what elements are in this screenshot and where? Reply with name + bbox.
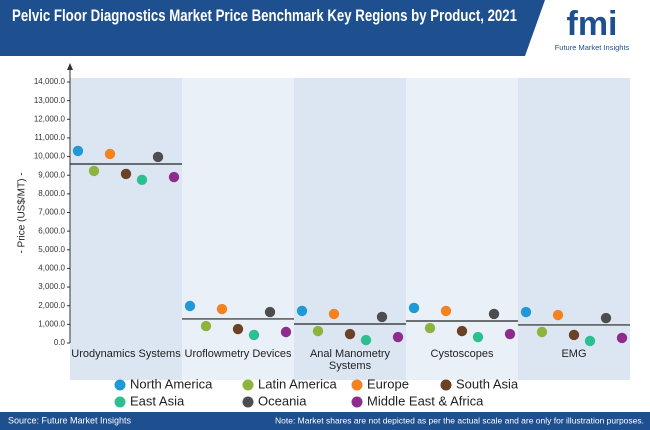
dot	[200, 320, 212, 332]
legend-label: Latin America	[258, 376, 338, 391]
dot	[520, 306, 532, 318]
y-tick-label: 3,000.0	[38, 282, 65, 291]
dot	[136, 174, 148, 186]
legend-swatch	[242, 396, 254, 408]
dot	[104, 148, 116, 160]
logo: fmi	[567, 5, 618, 43]
legend-swatch	[351, 379, 363, 391]
dot	[408, 302, 420, 314]
note: Note: Market shares are not depicted as …	[275, 415, 644, 425]
dot	[88, 165, 100, 177]
legend-swatch	[242, 379, 254, 391]
dot	[600, 312, 612, 324]
dot	[216, 303, 228, 315]
x-tick-label-box: Cystoscopes	[430, 348, 494, 360]
category-band	[70, 78, 182, 380]
dot	[488, 308, 500, 320]
legend-swatch	[114, 379, 126, 391]
legend-label: Europe	[367, 376, 409, 391]
dot	[552, 309, 564, 321]
logo-subtitle: Future Market Insights	[555, 43, 630, 52]
y-tick-label: 12,000.0	[34, 114, 66, 123]
dot	[568, 329, 580, 341]
dot	[440, 305, 452, 317]
y-axis-label: - Price (US$/MT) -	[17, 172, 28, 253]
y-axis-arrow	[67, 63, 73, 70]
legend-label: South Asia	[456, 376, 519, 391]
dot	[152, 151, 164, 163]
dot	[360, 334, 372, 346]
dot	[168, 171, 180, 183]
chart-title: Pelvic Floor Diagnostics Market Price Be…	[12, 7, 517, 25]
title-text: Pelvic Floor Diagnostics Market Price Be…	[12, 7, 517, 25]
dot	[392, 331, 404, 343]
x-tick-label-box: EMG	[561, 348, 587, 360]
logo-panel	[525, 0, 650, 56]
x-tick-label: Cystoscopes	[430, 348, 494, 360]
y-tick-label: 14,000.0	[34, 77, 66, 86]
category-band	[182, 78, 294, 380]
legend-swatch	[440, 379, 452, 391]
dot	[248, 329, 260, 341]
dot	[536, 326, 548, 338]
x-tick-label-box: Urodynamics Systems	[71, 348, 181, 360]
dot	[344, 328, 356, 340]
y-tick-label: 4,000.0	[38, 264, 65, 273]
x-tick-label: EMG	[561, 348, 587, 360]
legend-swatch	[351, 396, 363, 408]
legend-swatch	[114, 396, 126, 408]
dot	[616, 332, 628, 344]
y-tick-label: 5,000.0	[38, 245, 65, 254]
x-tick-label-box: Uroflowmetry Devices	[184, 348, 292, 360]
dot	[184, 300, 196, 312]
dot	[296, 305, 308, 317]
x-tick-label-box: Anal Manometry Systems	[309, 348, 391, 372]
x-tick-label: Urodynamics Systems	[71, 348, 181, 360]
dot	[72, 145, 84, 157]
y-tick-label: 0.0	[54, 338, 66, 347]
legend-label: North America	[130, 376, 213, 391]
dot	[584, 335, 596, 347]
source: Source: Future Market Insights	[8, 415, 132, 425]
y-tick-label: 2,000.0	[38, 301, 65, 310]
y-tick-label: 11,000.0	[34, 133, 65, 142]
dot	[504, 328, 516, 340]
dot	[472, 331, 484, 343]
dot	[120, 168, 132, 180]
x-tick-label: Anal Manometry Systems	[309, 348, 391, 372]
dot	[232, 323, 244, 335]
dot	[424, 322, 436, 334]
dot	[280, 326, 292, 338]
y-tick-label: 1,000.0	[38, 319, 65, 328]
footer-bar	[0, 412, 650, 430]
category-band	[518, 78, 630, 380]
dot	[312, 325, 324, 337]
legend-label: East Asia	[130, 393, 185, 408]
dot	[264, 306, 276, 318]
legend-label: Oceania	[258, 393, 307, 408]
x-tick-label: Uroflowmetry Devices	[184, 348, 292, 360]
legend-label: Middle East & Africa	[367, 393, 484, 408]
y-tick-label: 8,000.0	[38, 189, 65, 198]
y-tick-label: 13,000.0	[34, 96, 66, 105]
dot	[328, 308, 340, 320]
y-tick-label: 6,000.0	[38, 226, 65, 235]
dot	[456, 325, 468, 337]
y-tick-label: 10,000.0	[34, 152, 66, 161]
dot	[376, 311, 388, 323]
y-tick-label: 7,000.0	[38, 208, 65, 217]
y-tick-label: 9,000.0	[38, 170, 65, 179]
